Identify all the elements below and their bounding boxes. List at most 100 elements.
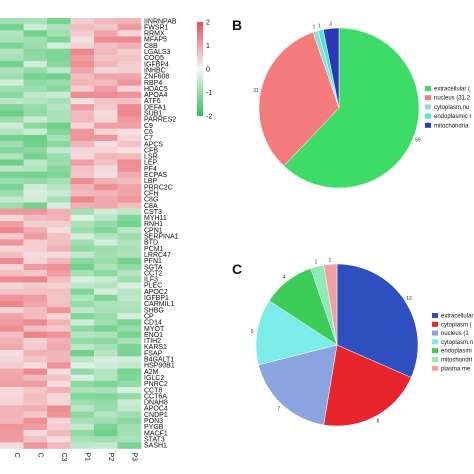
heatmap-cell [47, 73, 71, 80]
heatmap-cell [0, 423, 24, 431]
heatmap-cell [117, 374, 142, 382]
slice-count-label: 59 [415, 138, 421, 144]
legend-entry: plasma me [441, 366, 471, 372]
heatmap-cell [0, 319, 24, 326]
heatmap-cell [0, 288, 24, 296]
legend-entry: mitochondri [441, 358, 472, 364]
heatmap-cell [94, 245, 118, 252]
heatmap-cell [94, 264, 118, 271]
heatmap-cell [47, 442, 71, 449]
heatmap-cell [117, 171, 142, 179]
legend-entry: mitochondria [434, 123, 469, 129]
gene-label: APOC2 [144, 289, 168, 296]
heatmap-cell [70, 42, 95, 50]
heatmap-cell [0, 159, 24, 166]
gene-label: CD14 [144, 320, 162, 327]
gene-label: APCS [144, 141, 163, 148]
gene-label: INHBC [144, 67, 166, 74]
heatmap-cell [94, 110, 118, 117]
pie-slice [258, 344, 338, 426]
heatmap-cell [70, 276, 95, 283]
heatmap-cell [70, 411, 95, 419]
slice-count-label: 4 [283, 275, 286, 281]
gene-label: HDAC5 [144, 86, 168, 93]
heatmap-cell [0, 24, 24, 31]
column-label: P1 [83, 453, 90, 462]
heatmap-cell [70, 350, 95, 357]
heatmap-cell [23, 300, 48, 308]
heatmap-cell [23, 36, 48, 43]
heatmap-cell [117, 208, 142, 216]
heatmap-cell [47, 91, 71, 99]
heatmap-cell [70, 245, 95, 252]
heatmap-cell [47, 239, 71, 246]
pie-chart-c: 12 8 7 5 4 1 1 extracellular cytoplasm (nucleus … [251, 257, 473, 427]
heatmap-cell [47, 214, 71, 222]
heatmap-cell [0, 356, 24, 363]
heatmap-cell [117, 54, 142, 62]
heatmap-cell [0, 196, 24, 203]
heatmap-cell [23, 220, 48, 228]
heatmap-cell [0, 214, 24, 222]
heatmap-cell [117, 368, 142, 375]
heatmap-cell [0, 233, 24, 240]
heatmap-cell [0, 85, 24, 93]
heatmap-cell [47, 104, 71, 111]
legend-swatch [425, 113, 431, 119]
heatmap-cell [94, 190, 118, 197]
heatmap-cell [23, 257, 48, 265]
legend-swatch [432, 348, 438, 354]
gene-label: PYGB [144, 424, 164, 431]
heatmap-cell [117, 128, 142, 136]
heatmap-cell [0, 128, 24, 136]
column-label: P3 [130, 453, 137, 462]
heatmap-cell [23, 368, 48, 375]
heatmap-cell [23, 97, 48, 105]
heatmap-cell [117, 220, 142, 228]
heatmap-cell [117, 343, 142, 351]
heatmap-cell [117, 30, 142, 37]
heatmap-cell [23, 91, 48, 99]
heatmap-cell [117, 337, 142, 345]
heatmap-cell [94, 42, 118, 50]
gene-label: SHBG [144, 307, 164, 314]
heatmap-cell [23, 208, 48, 216]
heatmap-cell [0, 387, 24, 394]
heatmap-cell [0, 208, 24, 216]
heatmap-cell [70, 79, 95, 86]
heatmap-cell [117, 393, 142, 400]
heatmap-cell [0, 79, 24, 86]
heatmap-cell [0, 104, 24, 111]
heatmap-cell [47, 331, 71, 339]
legend-entry: endoplasmi [441, 349, 472, 355]
heatmap-cell [47, 79, 71, 86]
heatmap-cell [47, 380, 71, 388]
heatmap-cell [70, 362, 95, 369]
heatmap-cell [70, 257, 95, 265]
column-label: C [13, 453, 20, 458]
heatmap-cell [70, 399, 95, 406]
heatmap-cell [47, 54, 71, 62]
heatmap-cell [94, 202, 118, 209]
heatmap-cell [0, 393, 24, 400]
heatmap-cell [47, 368, 71, 375]
heatmap-cell [94, 380, 118, 388]
gene-label: MFAP5 [144, 37, 167, 44]
heatmap-cell [23, 30, 48, 37]
heatmap-cell [70, 36, 95, 43]
heatmap-cell [117, 399, 142, 406]
gene-label: COQ5 [144, 55, 164, 62]
gene-label: C8A [144, 203, 158, 210]
heatmap-cell [70, 337, 95, 345]
heatmap-cell [70, 97, 95, 105]
heatmap-cell [47, 294, 71, 302]
heatmap-cell [117, 257, 142, 265]
legend-swatch [432, 313, 438, 318]
heatmap-cell [0, 190, 24, 197]
heatmap-cell [70, 417, 95, 425]
heatmap-cell [0, 430, 24, 437]
pie-slice [283, 27, 420, 189]
gene-label: STAT3 [144, 436, 165, 443]
heatmap-cell [117, 430, 142, 437]
